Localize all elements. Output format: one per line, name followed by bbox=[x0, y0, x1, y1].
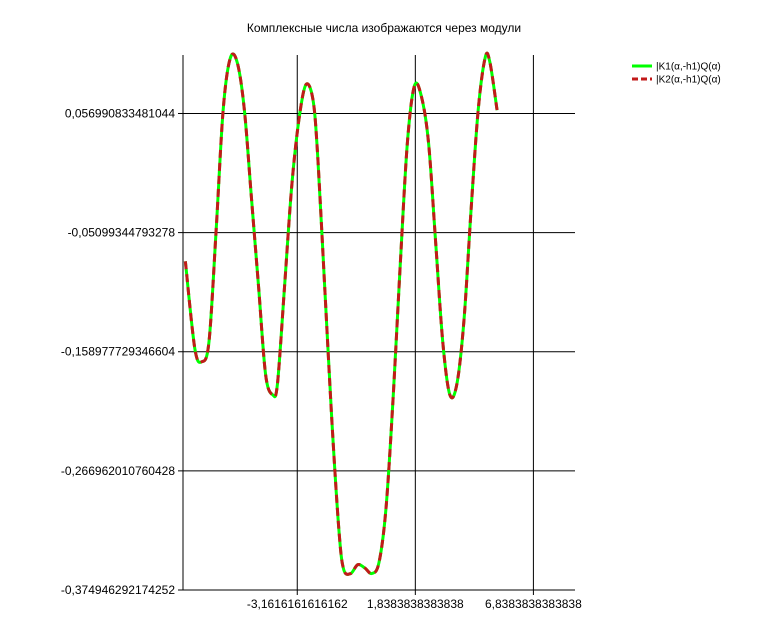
series-line-1 bbox=[183, 51, 499, 576]
chart-title: Комплексные числа изображаются через мод… bbox=[247, 21, 521, 35]
series-line-2 bbox=[183, 51, 499, 576]
series-layer bbox=[183, 51, 499, 576]
y-tick-label: 0,056990833481044 bbox=[65, 106, 175, 120]
x-tick-label: 1,8383838383838 bbox=[367, 597, 464, 611]
axes bbox=[182, 55, 575, 591]
x-tick-label: 6,8383838383838 bbox=[485, 597, 582, 611]
y-tick-label: -0,374946292174252 bbox=[61, 583, 175, 597]
y-ticks: 0,056990833481044 -0,05099344793278 -0,158… bbox=[61, 106, 183, 597]
legend-label: |K2(α,-h1)Q(α) bbox=[656, 75, 721, 86]
legend-label: |K1(α,-h1)Q(α) bbox=[656, 62, 721, 73]
y-tick-label: -0,266962010760428 bbox=[61, 464, 175, 478]
y-tick-label: -0,158977729346604 bbox=[61, 345, 175, 359]
y-tick-label: -0,05099344793278 bbox=[68, 226, 176, 240]
grid bbox=[183, 55, 575, 591]
legend: |K1(α,-h1)Q(α) |K2(α,-h1)Q(α) bbox=[632, 62, 721, 86]
x-ticks: -3,1616161616162 1,8383838383838 6,8383838… bbox=[247, 590, 582, 611]
x-tick-label: -3,1616161616162 bbox=[247, 597, 348, 611]
